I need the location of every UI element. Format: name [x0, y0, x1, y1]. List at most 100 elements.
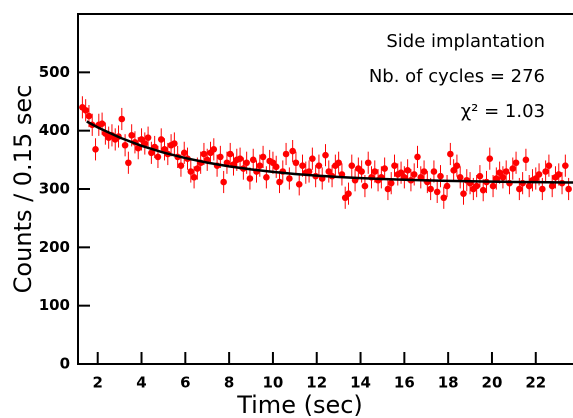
annotation: Nb. of cycles = 276: [369, 66, 545, 87]
y-tick-label: 200: [39, 238, 70, 256]
data-point: [391, 162, 398, 169]
data-point: [476, 172, 484, 180]
data-point: [443, 182, 451, 190]
data-point: [516, 185, 523, 193]
data-point: [453, 162, 461, 169]
data-point: [450, 167, 457, 174]
data-point: [243, 159, 250, 167]
x-tick-label: 8: [224, 374, 234, 392]
data-point: [539, 185, 546, 193]
data-point: [263, 174, 270, 181]
data-point: [545, 162, 553, 169]
data-point: [82, 106, 89, 114]
y-axis-label: Counts / 0.15 sec: [9, 85, 37, 294]
data-point: [292, 159, 300, 167]
data-point: [286, 175, 293, 182]
data-point: [210, 146, 218, 153]
data-point: [420, 168, 428, 175]
data-point: [348, 162, 356, 169]
data-point: [259, 153, 267, 161]
data-point: [522, 156, 530, 164]
data-point: [295, 181, 303, 188]
data-point: [456, 174, 464, 181]
data-point: [489, 182, 497, 190]
data-point: [246, 175, 254, 182]
data-point: [371, 168, 379, 175]
x-axis-label: Time (sec): [236, 391, 363, 418]
data-point: [397, 169, 405, 176]
data-point: [562, 162, 569, 169]
data-point: [98, 120, 106, 127]
data-point: [427, 185, 434, 193]
data-point: [335, 159, 342, 167]
x-tick-label: 14: [350, 374, 371, 392]
data-point: [289, 147, 296, 155]
data-point: [414, 153, 421, 161]
data-point: [433, 188, 441, 196]
data-point: [525, 182, 533, 190]
data-point: [309, 155, 316, 162]
data-point: [187, 168, 195, 175]
data-point: [157, 136, 165, 143]
data-point: [315, 162, 323, 169]
data-point: [272, 163, 280, 171]
data-point: [447, 150, 454, 158]
data-point: [223, 159, 231, 167]
data-point: [322, 151, 329, 159]
data-point: [555, 171, 563, 178]
data-point: [154, 153, 162, 161]
x-tick-label: 4: [136, 374, 146, 392]
data-point: [134, 144, 142, 152]
data-point: [305, 168, 313, 175]
data-point: [85, 112, 93, 120]
x-tick-label: 6: [180, 374, 190, 392]
data-point: [493, 175, 500, 182]
annotation: χ² = 1.03: [461, 101, 545, 122]
data-point: [125, 159, 132, 167]
x-tick-label: 10: [262, 374, 283, 392]
data-point: [437, 172, 444, 180]
data-point: [404, 167, 411, 174]
x-tick-label: 16: [394, 374, 415, 392]
y-tick-label: 100: [39, 296, 70, 314]
data-point: [217, 153, 224, 161]
data-point: [410, 171, 418, 178]
data-point: [177, 162, 185, 169]
data-point: [440, 194, 448, 202]
data-point: [128, 132, 135, 139]
data-point: [236, 155, 244, 162]
data-point: [144, 134, 152, 141]
data-point: [161, 146, 168, 153]
fit-line: [86, 120, 573, 184]
data-point: [364, 159, 372, 167]
data-point: [361, 182, 369, 190]
x-tick-label: 2: [92, 374, 102, 392]
annotation: Side implantation: [386, 31, 545, 52]
data-point: [256, 162, 264, 169]
data-point: [548, 182, 556, 190]
x-tick-label: 20: [482, 374, 503, 392]
data-point: [118, 115, 126, 123]
data-point: [148, 149, 155, 157]
data-point: [542, 168, 549, 175]
data-point: [473, 182, 480, 190]
data-point: [121, 141, 129, 149]
x-tick-label: 12: [306, 374, 327, 392]
data-point: [220, 178, 227, 186]
data-point: [282, 150, 290, 158]
data-point: [180, 149, 188, 157]
data-point: [430, 168, 438, 175]
y-tick-label: 500: [39, 63, 70, 81]
data-point: [512, 159, 520, 167]
data-point: [200, 150, 208, 158]
data-point: [190, 174, 198, 181]
data-point: [194, 165, 201, 172]
data-point: [276, 178, 283, 186]
data-point: [479, 186, 487, 194]
data-point: [381, 165, 388, 172]
data-point: [299, 162, 306, 169]
data-point: [345, 190, 352, 197]
data-point: [535, 171, 543, 178]
